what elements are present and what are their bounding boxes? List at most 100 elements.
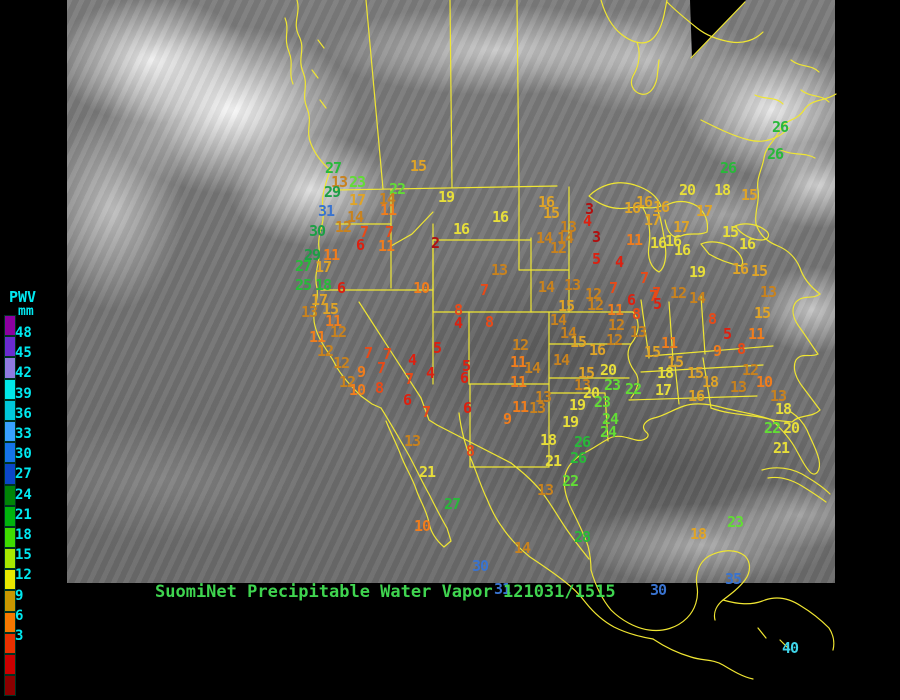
border-line xyxy=(754,93,837,423)
pwv-station: 19 xyxy=(561,413,579,431)
pwv-station: 4 xyxy=(407,351,417,369)
border-line xyxy=(767,476,827,503)
pwv-station: 15 xyxy=(643,343,661,361)
pwv-station: 8 xyxy=(453,301,463,319)
legend-label: 39 xyxy=(15,385,32,402)
pwv-station: 10 xyxy=(413,517,431,535)
pwv-station: 11 xyxy=(606,301,624,319)
pwv-station: 13 xyxy=(534,388,552,406)
pwv-station: 11 xyxy=(660,334,678,352)
legend-swatch xyxy=(4,336,16,358)
border-line xyxy=(700,119,790,142)
pwv-station: 31 xyxy=(493,580,511,598)
pwv-station: 11 xyxy=(308,328,326,346)
border-line xyxy=(335,185,558,191)
pwv-station: 12 xyxy=(338,373,356,391)
pwv-station: 11 xyxy=(509,353,527,371)
pwv-station: 14 xyxy=(688,289,706,307)
pwv-station: 13 xyxy=(536,481,554,499)
pwv-station: 22 xyxy=(763,419,781,437)
legend-swatch xyxy=(4,526,16,549)
border-line xyxy=(284,17,294,85)
pwv-station: 17 xyxy=(348,191,366,209)
legend-label: 27 xyxy=(15,466,32,483)
pwv-station: 25 xyxy=(294,276,312,294)
legend-swatch xyxy=(4,484,16,506)
border-line xyxy=(666,1,764,44)
pwv-station: 8 xyxy=(374,379,384,397)
pwv-station: 26 xyxy=(573,433,591,451)
pwv-station: 12 xyxy=(329,323,347,341)
pwv-station: 7 xyxy=(648,287,658,305)
legend-swatch xyxy=(4,442,16,464)
pwv-station: 27 xyxy=(324,159,342,177)
pwv-station: 22 xyxy=(561,472,579,490)
pwv-station: 6 xyxy=(462,399,472,417)
pwv-station: 4 xyxy=(582,212,592,230)
pwv-station: 7 xyxy=(639,269,649,287)
pwv-station: 16 xyxy=(687,387,705,405)
pwv-station: 14 xyxy=(378,190,396,208)
pwv-station: 35 xyxy=(724,570,742,588)
legend-label: 12 xyxy=(15,567,32,584)
border-line xyxy=(311,39,327,109)
pwv-station: 4 xyxy=(453,314,463,332)
border-line xyxy=(642,207,667,273)
pwv-station: 21 xyxy=(772,439,790,457)
pwv-station: 18 xyxy=(689,525,707,543)
pwv-station: 16 xyxy=(652,198,670,216)
legend-swatch xyxy=(4,505,16,527)
pwv-station: 26 xyxy=(719,159,737,177)
pwv-station: 23 xyxy=(603,376,621,394)
pwv-station: 12 xyxy=(584,285,602,303)
border-line xyxy=(436,424,512,464)
pwv-station: 18 xyxy=(701,373,719,391)
pwv-station: 7 xyxy=(384,223,394,241)
pwv-station: 16 xyxy=(588,341,606,359)
border-line xyxy=(690,1,746,59)
pwv-station: 8 xyxy=(631,305,641,323)
border-line xyxy=(604,392,609,442)
pwv-station: 16 xyxy=(491,208,509,226)
pwv-station: 14 xyxy=(523,359,541,377)
pwv-station: 12 xyxy=(741,361,759,379)
legend-swatch xyxy=(4,420,16,443)
pwv-station: 15 xyxy=(409,157,427,175)
pwv-station: 16 xyxy=(635,193,653,211)
pwv-station: 4 xyxy=(614,253,624,271)
pwv-station: 11 xyxy=(747,325,765,343)
pwv-station: 15 xyxy=(557,297,575,315)
pwv-station: 5 xyxy=(591,250,601,268)
pwv-station: 13 xyxy=(490,261,508,279)
legend-swatch xyxy=(4,611,16,633)
pwv-station: 15 xyxy=(750,262,768,280)
border-line xyxy=(510,462,590,560)
pwv-station: 13 xyxy=(559,218,577,236)
pwv-station: 7 xyxy=(359,223,369,241)
border-line xyxy=(516,0,520,188)
pwv-station: 13 xyxy=(330,173,348,191)
pwv-station: 7 xyxy=(608,279,618,297)
border-line xyxy=(295,0,331,171)
legend-swatch xyxy=(4,632,16,654)
border-line xyxy=(757,627,789,649)
pwv-station: 22 xyxy=(388,180,406,198)
border-line xyxy=(652,638,754,680)
pwv-station: 7 xyxy=(382,345,392,363)
pwv-station: 15 xyxy=(721,223,739,241)
pwv-station: 26 xyxy=(771,118,789,136)
legend-label: 36 xyxy=(15,405,32,422)
pwv-station: 13 xyxy=(769,387,787,405)
legend-unit: mm xyxy=(18,304,34,319)
pwv-station: 17 xyxy=(314,258,332,276)
legend-swatch xyxy=(4,357,16,379)
geo-borders xyxy=(284,0,837,680)
border-line xyxy=(780,59,830,159)
border-line xyxy=(668,301,674,361)
pwv-station: 13 xyxy=(563,276,581,294)
border-line xyxy=(313,169,382,409)
pwv-station: 12 xyxy=(549,239,567,257)
pwv-station: 18 xyxy=(713,181,731,199)
pwv-station: 8 xyxy=(736,340,746,358)
